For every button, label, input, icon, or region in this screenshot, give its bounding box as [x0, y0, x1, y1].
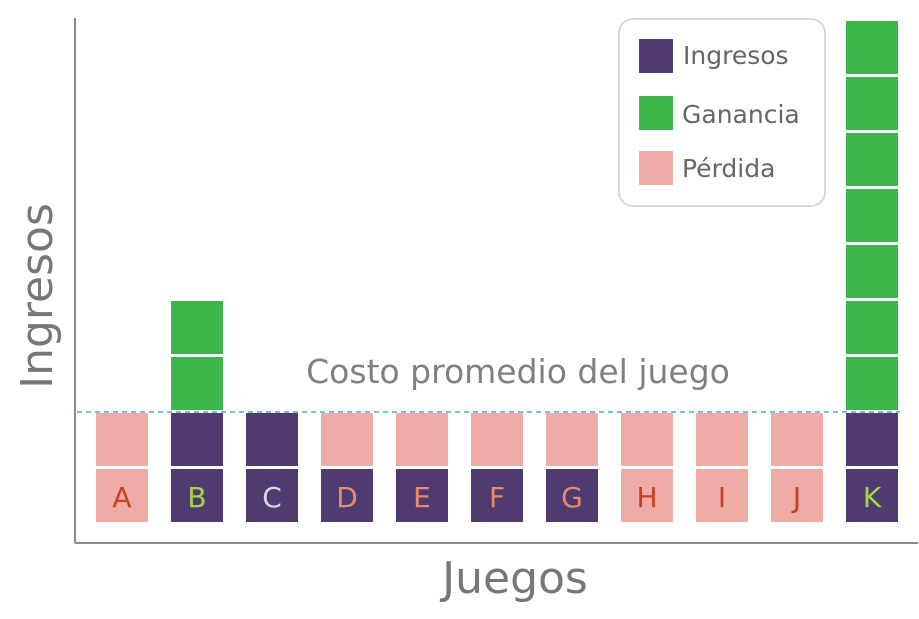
- category-label-i: I: [718, 481, 726, 514]
- bar-block-k-5: [846, 189, 898, 242]
- category-label-g: G: [561, 481, 583, 514]
- bar-block-g-0: [546, 469, 598, 522]
- reference-line-label: Costo promedio del juego: [306, 352, 730, 391]
- category-label-a: A: [112, 481, 131, 514]
- category-label-f: F: [489, 481, 505, 514]
- y-axis-title: Ingresos: [12, 203, 63, 389]
- bar-block-i-1: [696, 413, 748, 466]
- bar-block-h-0: [621, 469, 673, 522]
- bar-block-d-0: [321, 469, 373, 522]
- bar-block-k-8: [846, 21, 898, 74]
- bar-block-g-1: [546, 413, 598, 466]
- bar-block-k-6: [846, 133, 898, 186]
- legend-label-ganancia: Ganancia: [682, 100, 800, 129]
- legend-swatch-ingresos: [639, 39, 673, 73]
- legend-label-ingresos: Ingresos: [683, 41, 789, 70]
- bar-block-k-0: [846, 469, 898, 522]
- legend: Ingresos Ganancia Pérdida: [618, 18, 826, 207]
- bar-block-c-1: [246, 413, 298, 466]
- bars: [96, 21, 898, 522]
- bar-block-a-1: [96, 413, 148, 466]
- legend-swatch-perdida: [639, 151, 673, 185]
- bar-block-e-1: [396, 413, 448, 466]
- bar-block-b-3: [171, 301, 223, 354]
- category-label-k: K: [863, 481, 882, 514]
- bar-block-k-7: [846, 77, 898, 130]
- bar-block-k-4: [846, 245, 898, 298]
- bar-block-f-1: [471, 413, 523, 466]
- category-label-b: B: [187, 481, 206, 514]
- bar-block-f-0: [471, 469, 523, 522]
- category-label-e: E: [413, 481, 431, 514]
- bar-block-i-0: [696, 469, 748, 522]
- category-labels: A B C D E F G H I J K: [112, 481, 881, 514]
- category-label-h: H: [636, 481, 657, 514]
- bar-block-c-0: [246, 469, 298, 522]
- bar-block-b-1: [171, 413, 223, 466]
- bar-block-b-2: [171, 357, 223, 410]
- bar-block-k-2: [846, 357, 898, 410]
- bar-block-k-1: [846, 413, 898, 466]
- legend-label-perdida: Pérdida: [682, 154, 775, 183]
- category-label-j: J: [791, 481, 801, 514]
- bar-block-a-0: [96, 469, 148, 522]
- bar-block-j-1: [771, 413, 823, 466]
- bar-block-h-1: [621, 413, 673, 466]
- bar-block-j-0: [771, 469, 823, 522]
- bar-block-d-1: [321, 413, 373, 466]
- bar-block-b-0: [171, 469, 223, 522]
- category-label-d: D: [336, 481, 358, 514]
- x-axis-title: Juegos: [439, 553, 588, 604]
- category-label-c: C: [262, 481, 282, 514]
- bar-block-k-3: [846, 301, 898, 354]
- legend-swatch-ganancia: [639, 96, 673, 130]
- bar-block-e-0: [396, 469, 448, 522]
